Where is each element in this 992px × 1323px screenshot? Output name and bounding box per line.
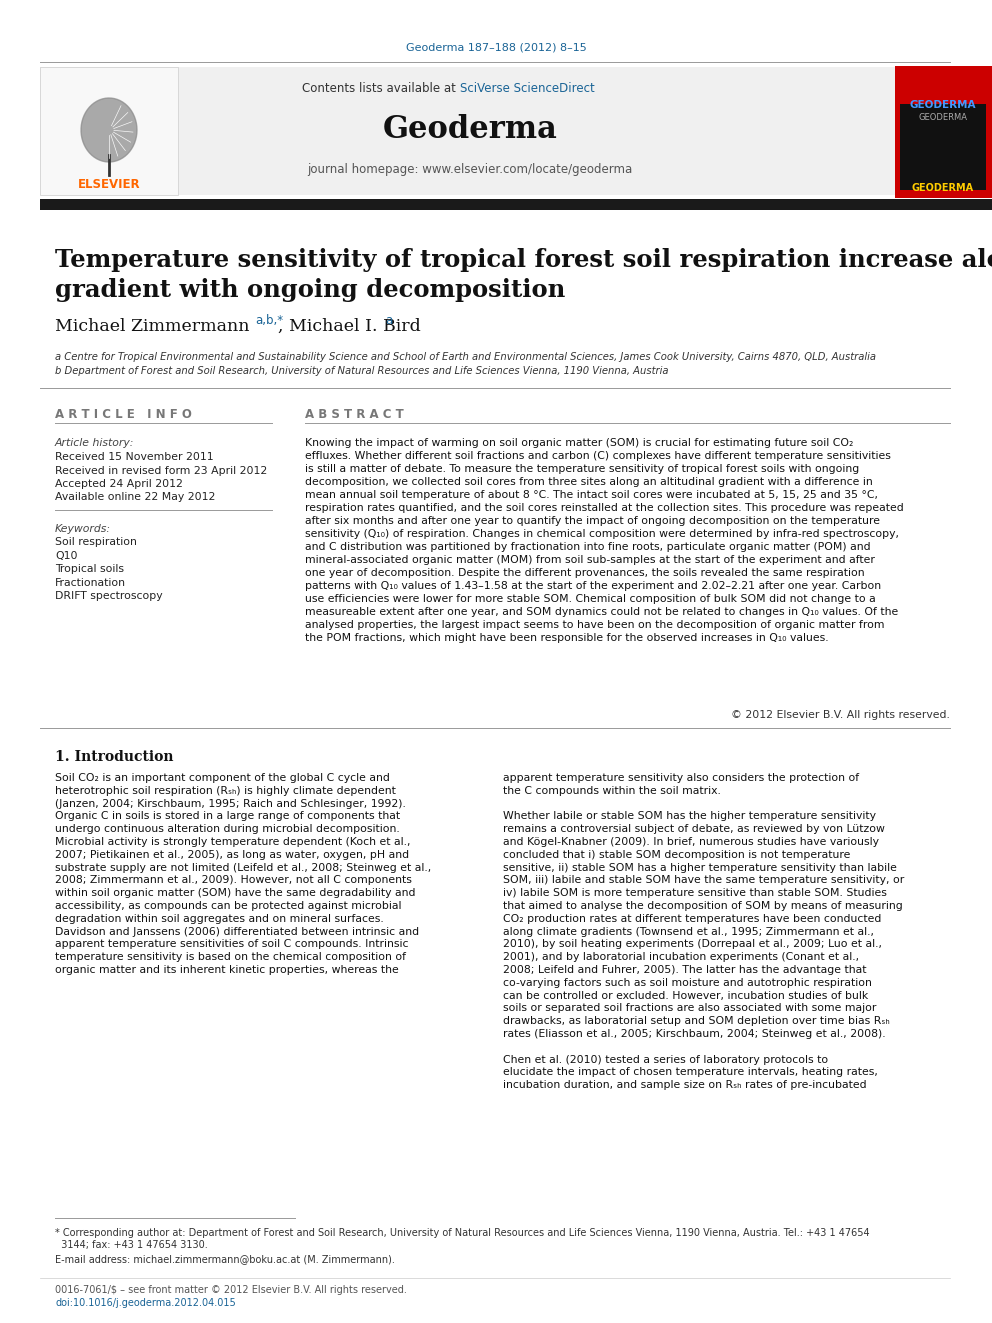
Bar	[40, 198, 992, 210]
Text: incubation duration, and sample size on Rₛₕ rates of pre-incubated: incubation duration, and sample size on …	[503, 1080, 867, 1090]
Text: organic matter and its inherent kinetic properties, whereas the: organic matter and its inherent kinetic …	[55, 964, 399, 975]
Text: , Michael I. Bird: , Michael I. Bird	[278, 318, 427, 335]
Text: CO₂ production rates at different temperatures have been conducted: CO₂ production rates at different temper…	[503, 914, 881, 923]
Text: Whether labile or stable SOM has the higher temperature sensitivity: Whether labile or stable SOM has the hig…	[503, 811, 876, 822]
Text: Chen et al. (2010) tested a series of laboratory protocols to: Chen et al. (2010) tested a series of la…	[503, 1054, 828, 1065]
Text: Michael Zimmermann: Michael Zimmermann	[55, 318, 255, 335]
Text: doi:10.1016/j.geoderma.2012.04.015: doi:10.1016/j.geoderma.2012.04.015	[55, 1298, 236, 1308]
Text: GEODERMA: GEODERMA	[910, 101, 976, 110]
Text: Davidson and Janssens (2006) differentiated between intrinsic and: Davidson and Janssens (2006) differentia…	[55, 926, 420, 937]
Text: Contents lists available at: Contents lists available at	[303, 82, 460, 94]
Text: A B S T R A C T: A B S T R A C T	[305, 407, 404, 421]
Text: effluxes. Whether different soil fractions and carbon (C) complexes have differe: effluxes. Whether different soil fractio…	[305, 451, 891, 460]
Text: substrate supply are not limited (Leifeld et al., 2008; Steinweg et al.,: substrate supply are not limited (Leifel…	[55, 863, 432, 873]
Text: drawbacks, as laboratorial setup and SOM depletion over time bias Rₛₕ: drawbacks, as laboratorial setup and SOM…	[503, 1016, 890, 1027]
Text: gradient with ongoing decomposition: gradient with ongoing decomposition	[55, 278, 565, 302]
Text: patterns with Q₁₀ values of 1.43–1.58 at the start of the experiment and 2.02–2.: patterns with Q₁₀ values of 1.43–1.58 at…	[305, 581, 881, 591]
Text: SOM, iii) labile and stable SOM have the same temperature sensitivity, or: SOM, iii) labile and stable SOM have the…	[503, 876, 905, 885]
Text: Fractionation: Fractionation	[55, 578, 126, 587]
Text: and C distribution was partitioned by fractionation into fine roots, particulate: and C distribution was partitioned by fr…	[305, 542, 871, 552]
Text: a: a	[385, 314, 392, 327]
Text: is still a matter of debate. To measure the temperature sensitivity of tropical : is still a matter of debate. To measure …	[305, 464, 859, 474]
Text: Received 15 November 2011: Received 15 November 2011	[55, 452, 213, 462]
Bar	[900, 105, 986, 191]
Text: along climate gradients (Townsend et al., 1995; Zimmermann et al.,: along climate gradients (Townsend et al.…	[503, 926, 874, 937]
Text: Keywords:: Keywords:	[55, 524, 111, 534]
Text: undergo continuous alteration during microbial decomposition.: undergo continuous alteration during mic…	[55, 824, 400, 835]
Text: mineral-associated organic matter (MOM) from soil sub-samples at the start of th: mineral-associated organic matter (MOM) …	[305, 556, 875, 565]
Bar	[895, 66, 992, 198]
Text: 2010), by soil heating experiments (Dorrepaal et al., 2009; Luo et al.,: 2010), by soil heating experiments (Dorr…	[503, 939, 882, 950]
Text: use efficiencies were lower for more stable SOM. Chemical composition of bulk SO: use efficiencies were lower for more sta…	[305, 594, 876, 605]
Text: sensitivity (Q₁₀) of respiration. Changes in chemical composition were determine: sensitivity (Q₁₀) of respiration. Change…	[305, 529, 899, 538]
Text: concluded that i) stable SOM decomposition is not temperature: concluded that i) stable SOM decompositi…	[503, 849, 850, 860]
Text: 1. Introduction: 1. Introduction	[55, 750, 174, 763]
Text: 3144; fax: +43 1 47654 3130.: 3144; fax: +43 1 47654 3130.	[55, 1240, 207, 1250]
Text: Microbial activity is strongly temperature dependent (Koch et al.,: Microbial activity is strongly temperatu…	[55, 837, 411, 847]
Text: sensitive, ii) stable SOM has a higher temperature sensitivity than labile: sensitive, ii) stable SOM has a higher t…	[503, 863, 897, 873]
Text: Article history:: Article history:	[55, 438, 134, 448]
Text: apparent temperature sensitivities of soil C compounds. Intrinsic: apparent temperature sensitivities of so…	[55, 939, 409, 950]
Text: the C compounds within the soil matrix.: the C compounds within the soil matrix.	[503, 786, 721, 796]
Text: elucidate the impact of chosen temperature intervals, heating rates,: elucidate the impact of chosen temperatu…	[503, 1068, 878, 1077]
Text: Q10: Q10	[55, 550, 77, 561]
Text: Temperature sensitivity of tropical forest soil respiration increase along an al: Temperature sensitivity of tropical fore…	[55, 247, 992, 273]
Text: © 2012 Elsevier B.V. All rights reserved.: © 2012 Elsevier B.V. All rights reserved…	[731, 710, 950, 720]
Text: Geoderma: Geoderma	[383, 115, 558, 146]
Text: a Centre for Tropical Environmental and Sustainability Science and School of Ear: a Centre for Tropical Environmental and …	[55, 352, 876, 363]
Text: 2008; Leifeld and Fuhrer, 2005). The latter has the advantage that: 2008; Leifeld and Fuhrer, 2005). The lat…	[503, 964, 866, 975]
Text: mean annual soil temperature of about 8 °C. The intact soil cores were incubated: mean annual soil temperature of about 8 …	[305, 490, 878, 500]
Text: can be controlled or excluded. However, incubation studies of bulk: can be controlled or excluded. However, …	[503, 991, 868, 1000]
Text: analysed properties, the largest impact seems to have been on the decomposition : analysed properties, the largest impact …	[305, 620, 885, 630]
Text: SciVerse ScienceDirect: SciVerse ScienceDirect	[460, 82, 595, 94]
Text: A R T I C L E   I N F O: A R T I C L E I N F O	[55, 407, 191, 421]
Text: Tropical soils: Tropical soils	[55, 564, 124, 574]
Bar	[40, 67, 895, 194]
Text: Available online 22 May 2012: Available online 22 May 2012	[55, 492, 215, 503]
Text: 2008; Zimmermann et al., 2009). However, not all C components: 2008; Zimmermann et al., 2009). However,…	[55, 876, 412, 885]
Text: DRIFT spectroscopy: DRIFT spectroscopy	[55, 591, 163, 601]
Text: b Department of Forest and Soil Research, University of Natural Resources and Li: b Department of Forest and Soil Research…	[55, 366, 669, 376]
Text: GEODERMA: GEODERMA	[912, 183, 974, 193]
Text: degradation within soil aggregates and on mineral surfaces.: degradation within soil aggregates and o…	[55, 914, 384, 923]
Text: Accepted 24 April 2012: Accepted 24 April 2012	[55, 479, 183, 490]
Bar	[40, 67, 178, 194]
Text: Organic C in soils is stored in a large range of components that: Organic C in soils is stored in a large …	[55, 811, 400, 822]
Text: Geoderma 187–188 (2012) 8–15: Geoderma 187–188 (2012) 8–15	[406, 44, 586, 53]
Text: rates (Eliasson et al., 2005; Kirschbaum, 2004; Steinweg et al., 2008).: rates (Eliasson et al., 2005; Kirschbaum…	[503, 1029, 886, 1039]
Text: soils or separated soil fractions are also associated with some major: soils or separated soil fractions are al…	[503, 1003, 876, 1013]
Text: that aimed to analyse the decomposition of SOM by means of measuring: that aimed to analyse the decomposition …	[503, 901, 903, 912]
Text: within soil organic matter (SOM) have the same degradability and: within soil organic matter (SOM) have th…	[55, 888, 416, 898]
Text: journal homepage: www.elsevier.com/locate/geoderma: journal homepage: www.elsevier.com/locat…	[308, 164, 633, 176]
Text: 2007; Pietikainen et al., 2005), as long as water, oxygen, pH and: 2007; Pietikainen et al., 2005), as long…	[55, 849, 409, 860]
Text: iv) labile SOM is more temperature sensitive than stable SOM. Studies: iv) labile SOM is more temperature sensi…	[503, 888, 887, 898]
Text: after six months and after one year to quantify the impact of ongoing decomposit: after six months and after one year to q…	[305, 516, 880, 527]
Text: respiration rates quantified, and the soil cores reinstalled at the collection s: respiration rates quantified, and the so…	[305, 503, 904, 513]
Text: (Janzen, 2004; Kirschbaum, 1995; Raich and Schlesinger, 1992).: (Janzen, 2004; Kirschbaum, 1995; Raich a…	[55, 799, 406, 808]
Text: a,b,*: a,b,*	[255, 314, 283, 327]
Text: co-varying factors such as soil moisture and autotrophic respiration: co-varying factors such as soil moisture…	[503, 978, 872, 988]
Text: apparent temperature sensitivity also considers the protection of: apparent temperature sensitivity also co…	[503, 773, 859, 783]
Text: 0016-7061/$ – see front matter © 2012 Elsevier B.V. All rights reserved.: 0016-7061/$ – see front matter © 2012 El…	[55, 1285, 407, 1295]
Text: Knowing the impact of warming on soil organic matter (SOM) is crucial for estima: Knowing the impact of warming on soil or…	[305, 438, 853, 448]
Text: Soil CO₂ is an important component of the global C cycle and: Soil CO₂ is an important component of th…	[55, 773, 390, 783]
Text: GEODERMA: GEODERMA	[919, 114, 967, 123]
Text: and Kögel-Knabner (2009). In brief, numerous studies have variously: and Kögel-Knabner (2009). In brief, nume…	[503, 837, 879, 847]
Text: Received in revised form 23 April 2012: Received in revised form 23 April 2012	[55, 466, 267, 475]
Text: E-mail address: michael.zimmermann@boku.ac.at (M. Zimmermann).: E-mail address: michael.zimmermann@boku.…	[55, 1254, 395, 1263]
Text: Soil respiration: Soil respiration	[55, 537, 137, 546]
Text: decomposition, we collected soil cores from three sites along an altitudinal gra: decomposition, we collected soil cores f…	[305, 478, 873, 487]
Text: * Corresponding author at: Department of Forest and Soil Research, University of: * Corresponding author at: Department of…	[55, 1228, 870, 1238]
Text: ELSEVIER: ELSEVIER	[77, 179, 140, 192]
Text: accessibility, as compounds can be protected against microbial: accessibility, as compounds can be prote…	[55, 901, 402, 912]
Text: remains a controversial subject of debate, as reviewed by von Lützow: remains a controversial subject of debat…	[503, 824, 885, 835]
Text: the POM fractions, which might have been responsible for the observed increases : the POM fractions, which might have been…	[305, 632, 828, 643]
Text: measureable extent after one year, and SOM dynamics could not be related to chan: measureable extent after one year, and S…	[305, 607, 898, 617]
Polygon shape	[81, 98, 137, 161]
Text: 2001), and by laboratorial incubation experiments (Conant et al.,: 2001), and by laboratorial incubation ex…	[503, 953, 859, 962]
Text: one year of decomposition. Despite the different provenances, the soils revealed: one year of decomposition. Despite the d…	[305, 568, 865, 578]
Text: temperature sensitivity is based on the chemical composition of: temperature sensitivity is based on the …	[55, 953, 406, 962]
Text: heterotrophic soil respiration (Rₛₕ) is highly climate dependent: heterotrophic soil respiration (Rₛₕ) is …	[55, 786, 396, 796]
